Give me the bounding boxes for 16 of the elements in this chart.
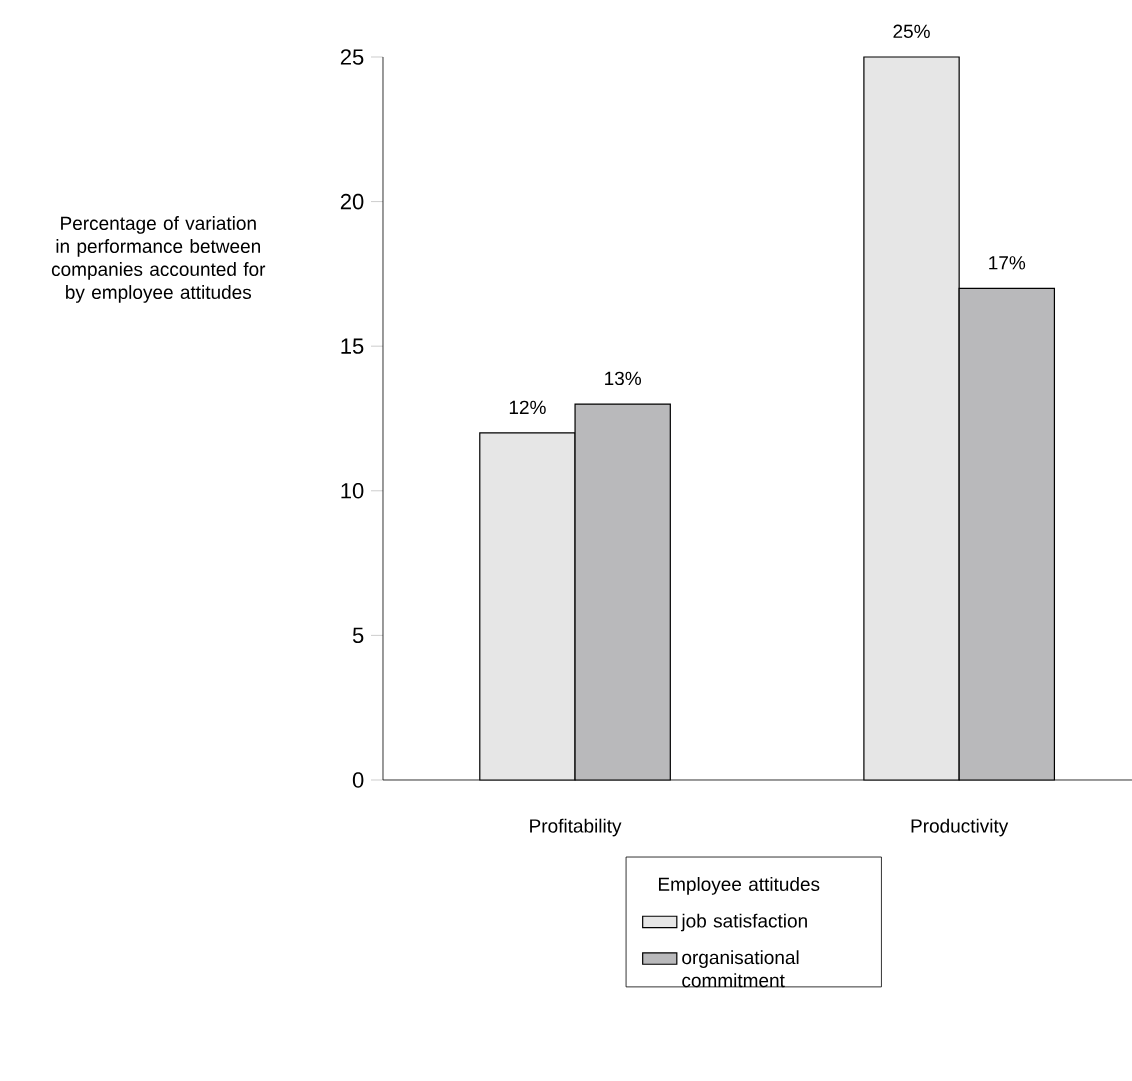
y-tick-label: 20 [340,193,364,210]
y-tick-label: 5 [352,627,364,644]
legend-label: job satisfaction [680,913,807,932]
x-tick-label: Productivity [911,818,1009,837]
data-label: 25% [893,24,930,39]
x-tick-label: Profitability [530,818,622,837]
data-label: 17% [989,256,1026,270]
data-label: 12% [509,400,546,415]
y-tick-label: 10 [341,483,364,499]
y-tick-label: 15 [341,338,364,354]
legend-title: Employee attitudes [658,877,820,895]
legend-label: organisational commitment [682,950,799,988]
y-tick-label: 0 [352,772,364,788]
y-axis-title: Percentage of variation in performance between companies accounted for by employee attitudes [51,216,266,303]
y-tick-label: 25 [340,49,364,65]
data-label: 13% [605,371,642,386]
